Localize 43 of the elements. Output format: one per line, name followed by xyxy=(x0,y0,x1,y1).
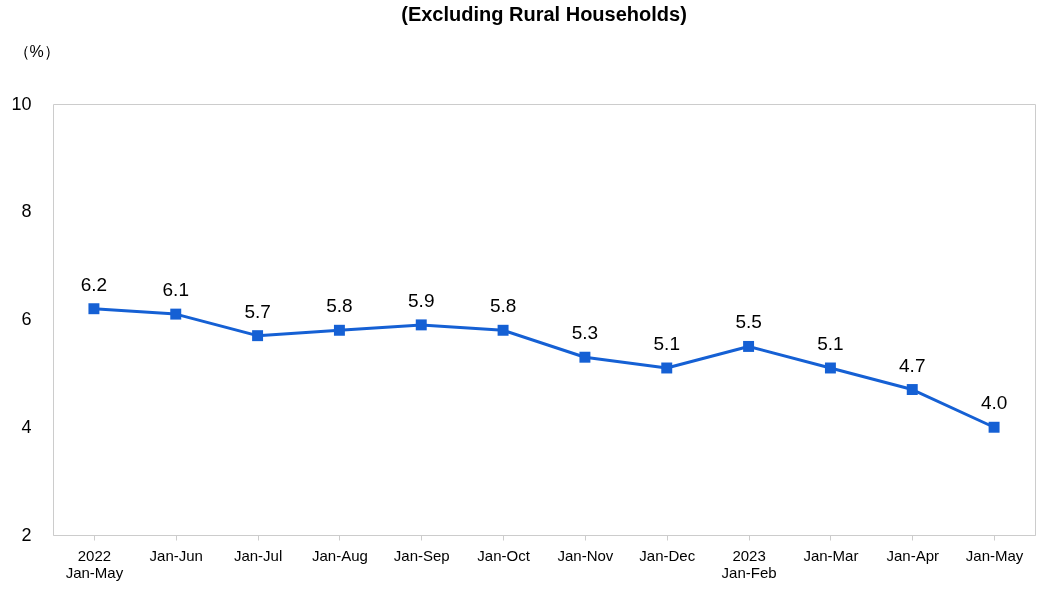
point xyxy=(333,324,345,336)
y-axis-title: （%） xyxy=(13,42,60,60)
y-tick-label: 4 xyxy=(21,416,32,437)
x-tick-label: Jan-Mar xyxy=(803,546,859,564)
chart-title: (Excluding Rural Households) xyxy=(401,3,687,25)
x-tick-label: Jan-Dec xyxy=(639,546,696,564)
y-tick-label: 8 xyxy=(21,201,32,222)
x-tick-label: Jan-Apr xyxy=(886,546,940,564)
x-tick-label: Jan-Oct xyxy=(477,546,531,564)
data-label: 5.9 xyxy=(408,289,435,311)
x-tick-label: Jan-Jul xyxy=(233,546,283,564)
x-tick-label: 2022 Jan-May xyxy=(65,546,124,581)
data-label: 5.8 xyxy=(489,295,517,317)
point xyxy=(252,330,264,342)
data-label: 5.8 xyxy=(326,295,353,317)
x-tick-label: Jan-Aug xyxy=(311,546,368,564)
x-tick-label: 2023 Jan-Feb xyxy=(721,546,777,581)
y-tick-label: 10 xyxy=(11,93,32,114)
point xyxy=(824,362,836,374)
point xyxy=(661,362,673,374)
point xyxy=(88,303,100,315)
x-tick-label: Jan-May xyxy=(965,546,1024,564)
data-label: 4.0 xyxy=(980,392,1008,414)
point xyxy=(170,308,182,320)
point xyxy=(579,351,591,363)
y-tick-label: 6 xyxy=(21,309,32,329)
data-label: 6.1 xyxy=(162,279,189,301)
x-tick-label: Jan-Jun xyxy=(149,546,203,564)
point xyxy=(497,324,509,336)
point xyxy=(906,384,918,396)
data-label: 5.1 xyxy=(653,332,680,354)
point xyxy=(743,340,755,352)
data-label: 5.5 xyxy=(735,311,762,333)
y-tick-label: 2 xyxy=(21,524,32,545)
x-tick-label: Jan-Nov xyxy=(557,546,614,564)
x-tick-label: Jan-Sep xyxy=(393,546,450,564)
data-label: 4.7 xyxy=(899,354,926,376)
point xyxy=(988,421,1000,433)
data-label: 5.1 xyxy=(817,332,844,354)
data-label: 5.3 xyxy=(571,322,599,344)
point xyxy=(415,319,427,331)
data-label: 5.7 xyxy=(244,300,271,322)
data-label: 6.2 xyxy=(80,273,108,295)
